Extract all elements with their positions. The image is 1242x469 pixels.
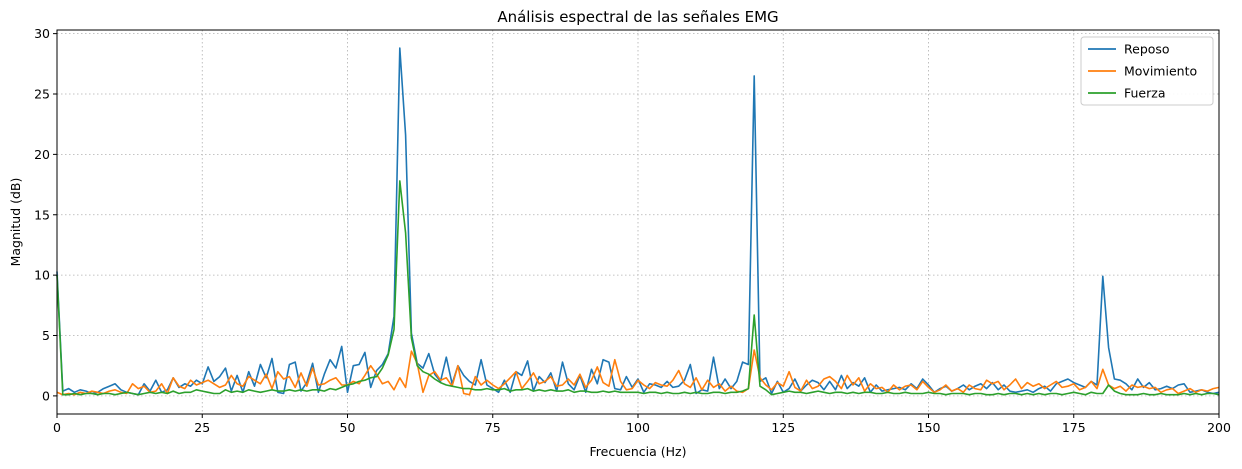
x-tick-label: 50	[340, 420, 356, 435]
y-tick-label: 30	[34, 26, 50, 41]
y-tick-label: 15	[34, 207, 50, 222]
x-tick-label: 175	[1062, 420, 1086, 435]
legend: Reposo Movimiento Fuerza	[1080, 36, 1214, 106]
x-tick-label: 125	[771, 420, 795, 435]
grid	[56, 30, 1220, 414]
y-tick-label: 10	[34, 268, 50, 283]
y-tick-label: 25	[34, 87, 50, 102]
x-axis-title: Frecuencia (Hz)	[590, 444, 687, 459]
x-tick-label: 0	[53, 420, 61, 435]
legend-label-movimiento: Movimiento	[1124, 64, 1197, 79]
y-axis-title: Magnitud (dB)	[8, 178, 23, 267]
legend-box	[1080, 36, 1214, 106]
series-line-movimiento	[56, 349, 1220, 396]
x-tick-label: 100	[626, 420, 650, 435]
x-tick-label: 25	[194, 420, 210, 435]
x-tick-label: 150	[917, 420, 941, 435]
series-lines	[56, 47, 1220, 396]
y-tick-label: 0	[42, 388, 50, 403]
axis-ticks: 0 25 50 75 100 125 150 175 200 0 5 10 15 20 25 30	[34, 26, 1231, 435]
legend-label-reposo: Reposo	[1124, 42, 1170, 57]
y-tick-label: 20	[34, 147, 50, 162]
chart-title: Análisis espectral de las señales EMG	[497, 8, 778, 26]
x-tick-label: 200	[1207, 420, 1231, 435]
x-tick-label: 75	[485, 420, 501, 435]
legend-label-fuerza: Fuerza	[1124, 86, 1165, 101]
y-tick-label: 5	[42, 328, 50, 343]
series-line-fuerza	[56, 180, 1220, 396]
series-line-reposo	[56, 47, 1220, 396]
